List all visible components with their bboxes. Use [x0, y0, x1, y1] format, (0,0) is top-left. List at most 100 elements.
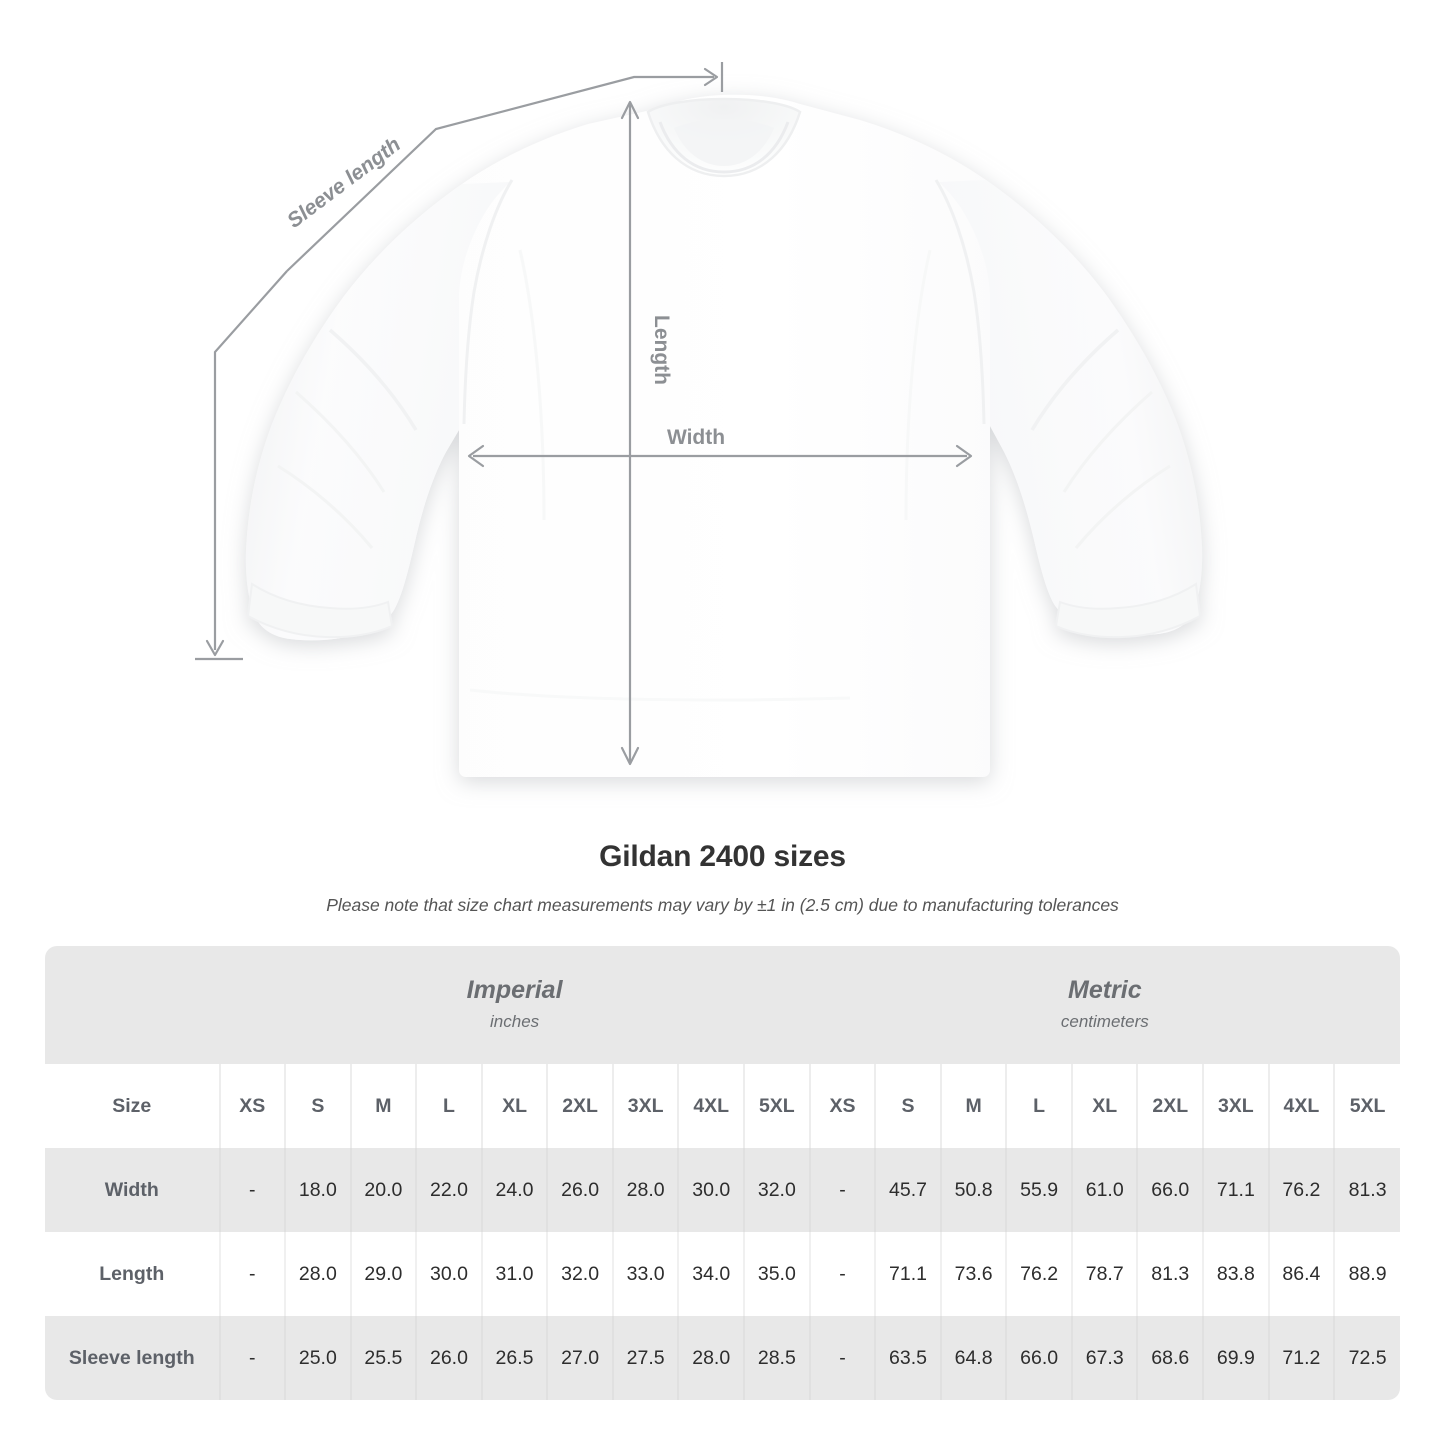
size-header-metric-s: S — [875, 1064, 942, 1148]
size-header-row: Size XS S M L XL 2XL 3XL 4XL 5XL XS S M … — [45, 1064, 1400, 1148]
cell-sleeve-met-4xl: 71.2 — [1268, 1316, 1336, 1400]
cell-width-met-m: 50.8 — [940, 1148, 1008, 1232]
cell-sleeve-met-xl: 67.3 — [1071, 1316, 1139, 1400]
arrowhead-length-top — [620, 100, 640, 120]
table-row: Length - 28.0 29.0 30.0 31.0 32.0 33.0 3… — [45, 1232, 1400, 1316]
row-label-width: Width — [45, 1148, 221, 1232]
cell-length-met-l: 76.2 — [1006, 1232, 1073, 1316]
garment-illustration: Sleeve length Length Width — [195, 62, 1203, 778]
size-header-metric-3xl: 3XL — [1203, 1064, 1270, 1148]
cell-sleeve-imp-xl: 26.5 — [481, 1316, 549, 1400]
cell-sleeve-imp-m: 25.5 — [350, 1316, 418, 1400]
size-header-imperial-4xl: 4XL — [678, 1064, 745, 1148]
size-header-metric-5xl: 5XL — [1334, 1064, 1400, 1148]
unit-system-row: Imperial inches Metric centimeters — [45, 946, 1400, 1064]
size-header-imperial-3xl: 3XL — [612, 1064, 680, 1148]
measurement-guides — [195, 62, 967, 762]
cell-width-imp-l: 22.0 — [416, 1148, 483, 1232]
cell-length-imp-5xl: 35.0 — [744, 1232, 811, 1316]
size-header-metric-2xl: 2XL — [1137, 1064, 1205, 1148]
cell-width-met-xl: 61.0 — [1071, 1148, 1139, 1232]
cell-sleeve-met-xs: - — [808, 1316, 877, 1400]
cell-length-imp-3xl: 33.0 — [612, 1232, 680, 1316]
guide-arrowheads — [205, 67, 973, 766]
cell-length-imp-s: 28.0 — [285, 1232, 352, 1316]
unit-system-imperial: Imperial inches — [219, 946, 810, 1064]
cell-width-met-2xl: 66.0 — [1137, 1148, 1205, 1232]
cell-length-met-xl: 78.7 — [1071, 1232, 1139, 1316]
cell-length-met-s: 71.1 — [875, 1232, 942, 1316]
size-header-imperial-m: M — [350, 1064, 418, 1148]
arrowhead-width-left — [467, 444, 485, 468]
size-header-metric-4xl: 4XL — [1268, 1064, 1336, 1148]
arrowhead-sleeve-top — [703, 67, 719, 87]
size-header-imperial-s: S — [285, 1064, 352, 1148]
cell-sleeve-met-m: 64.8 — [940, 1316, 1008, 1400]
cell-sleeve-imp-5xl: 28.5 — [744, 1316, 811, 1400]
size-header-metric-m: M — [940, 1064, 1008, 1148]
row-label-length: Length — [45, 1232, 221, 1316]
cell-length-met-3xl: 83.8 — [1203, 1232, 1270, 1316]
cell-sleeve-imp-3xl: 27.5 — [612, 1316, 680, 1400]
cell-sleeve-imp-4xl: 28.0 — [678, 1316, 745, 1400]
cell-length-met-m: 73.6 — [940, 1232, 1008, 1316]
cell-sleeve-met-5xl: 72.5 — [1334, 1316, 1400, 1400]
size-chart-table-wrap: Imperial inches Metric centimeters Size … — [45, 946, 1400, 1400]
size-header-imperial-xs: XS — [219, 1064, 287, 1148]
cell-width-met-xs: - — [808, 1148, 877, 1232]
cell-width-met-5xl: 81.3 — [1334, 1148, 1400, 1232]
page-title: Gildan 2400 sizes — [599, 840, 846, 873]
cell-width-met-4xl: 76.2 — [1268, 1148, 1336, 1232]
arrowhead-length-bottom — [620, 746, 640, 766]
unit-metric-name: Metric — [1068, 976, 1142, 1004]
cell-length-met-xs: - — [808, 1232, 877, 1316]
cell-width-met-s: 45.7 — [875, 1148, 942, 1232]
cell-width-imp-s: 18.0 — [285, 1148, 352, 1232]
cell-sleeve-imp-xs: - — [219, 1316, 287, 1400]
width-label: Width — [667, 426, 725, 449]
unit-imperial-name: Imperial — [466, 976, 563, 1004]
unit-row-spacer — [45, 946, 220, 1064]
unit-metric-sub: centimeters — [1060, 1012, 1149, 1031]
size-header-label: Size — [45, 1064, 221, 1148]
length-label: Length — [650, 315, 673, 385]
sleeve-length-guide — [286, 75, 714, 272]
cell-sleeve-met-2xl: 68.6 — [1137, 1316, 1205, 1400]
size-chart-table: Imperial inches Metric centimeters Size … — [45, 946, 1400, 1400]
cell-sleeve-met-3xl: 69.9 — [1203, 1316, 1270, 1400]
cell-width-imp-4xl: 30.0 — [678, 1148, 745, 1232]
arrowhead-sleeve-bottom — [205, 639, 225, 657]
size-header-imperial-2xl: 2XL — [547, 1064, 614, 1148]
cell-length-met-4xl: 86.4 — [1268, 1232, 1336, 1316]
cell-width-met-l: 55.9 — [1006, 1148, 1073, 1232]
cell-length-imp-l: 30.0 — [416, 1232, 483, 1316]
cell-sleeve-imp-2xl: 27.0 — [547, 1316, 614, 1400]
cell-length-imp-xl: 31.0 — [481, 1232, 549, 1316]
garment-body — [245, 94, 1203, 778]
size-header-metric-l: L — [1006, 1064, 1073, 1148]
row-label-sleeve-length: Sleeve length — [45, 1316, 221, 1400]
cell-length-imp-2xl: 32.0 — [547, 1232, 614, 1316]
size-header-imperial-5xl: 5XL — [744, 1064, 811, 1148]
cell-width-imp-5xl: 32.0 — [744, 1148, 811, 1232]
size-header-imperial-xl: XL — [481, 1064, 549, 1148]
tolerance-note: Please note that size chart measurements… — [326, 895, 1119, 915]
table-row: Sleeve length - 25.0 25.5 26.0 26.5 27.0… — [45, 1316, 1400, 1400]
size-header-metric-xs: XS — [808, 1064, 877, 1148]
arrowhead-width-right — [955, 444, 973, 468]
unit-system-metric: Metric centimeters — [809, 946, 1400, 1064]
cell-length-met-5xl: 88.9 — [1334, 1232, 1400, 1316]
chart-heading-block: Gildan 2400 sizes Please note that size … — [0, 840, 1445, 916]
cell-length-imp-4xl: 34.0 — [678, 1232, 745, 1316]
table-row: Width - 18.0 20.0 22.0 24.0 26.0 28.0 30… — [45, 1148, 1400, 1232]
cell-sleeve-met-l: 66.0 — [1006, 1316, 1073, 1400]
cell-sleeve-imp-l: 26.0 — [416, 1316, 483, 1400]
size-header-imperial-l: L — [416, 1064, 483, 1148]
cell-sleeve-imp-s: 25.0 — [285, 1316, 352, 1400]
cell-length-met-2xl: 81.3 — [1137, 1232, 1205, 1316]
unit-imperial-sub: inches — [490, 1012, 540, 1031]
cell-width-imp-xs: - — [219, 1148, 287, 1232]
cell-width-met-3xl: 71.1 — [1203, 1148, 1270, 1232]
cell-width-imp-2xl: 26.0 — [547, 1148, 614, 1232]
sleeve-length-drop — [213, 270, 288, 650]
